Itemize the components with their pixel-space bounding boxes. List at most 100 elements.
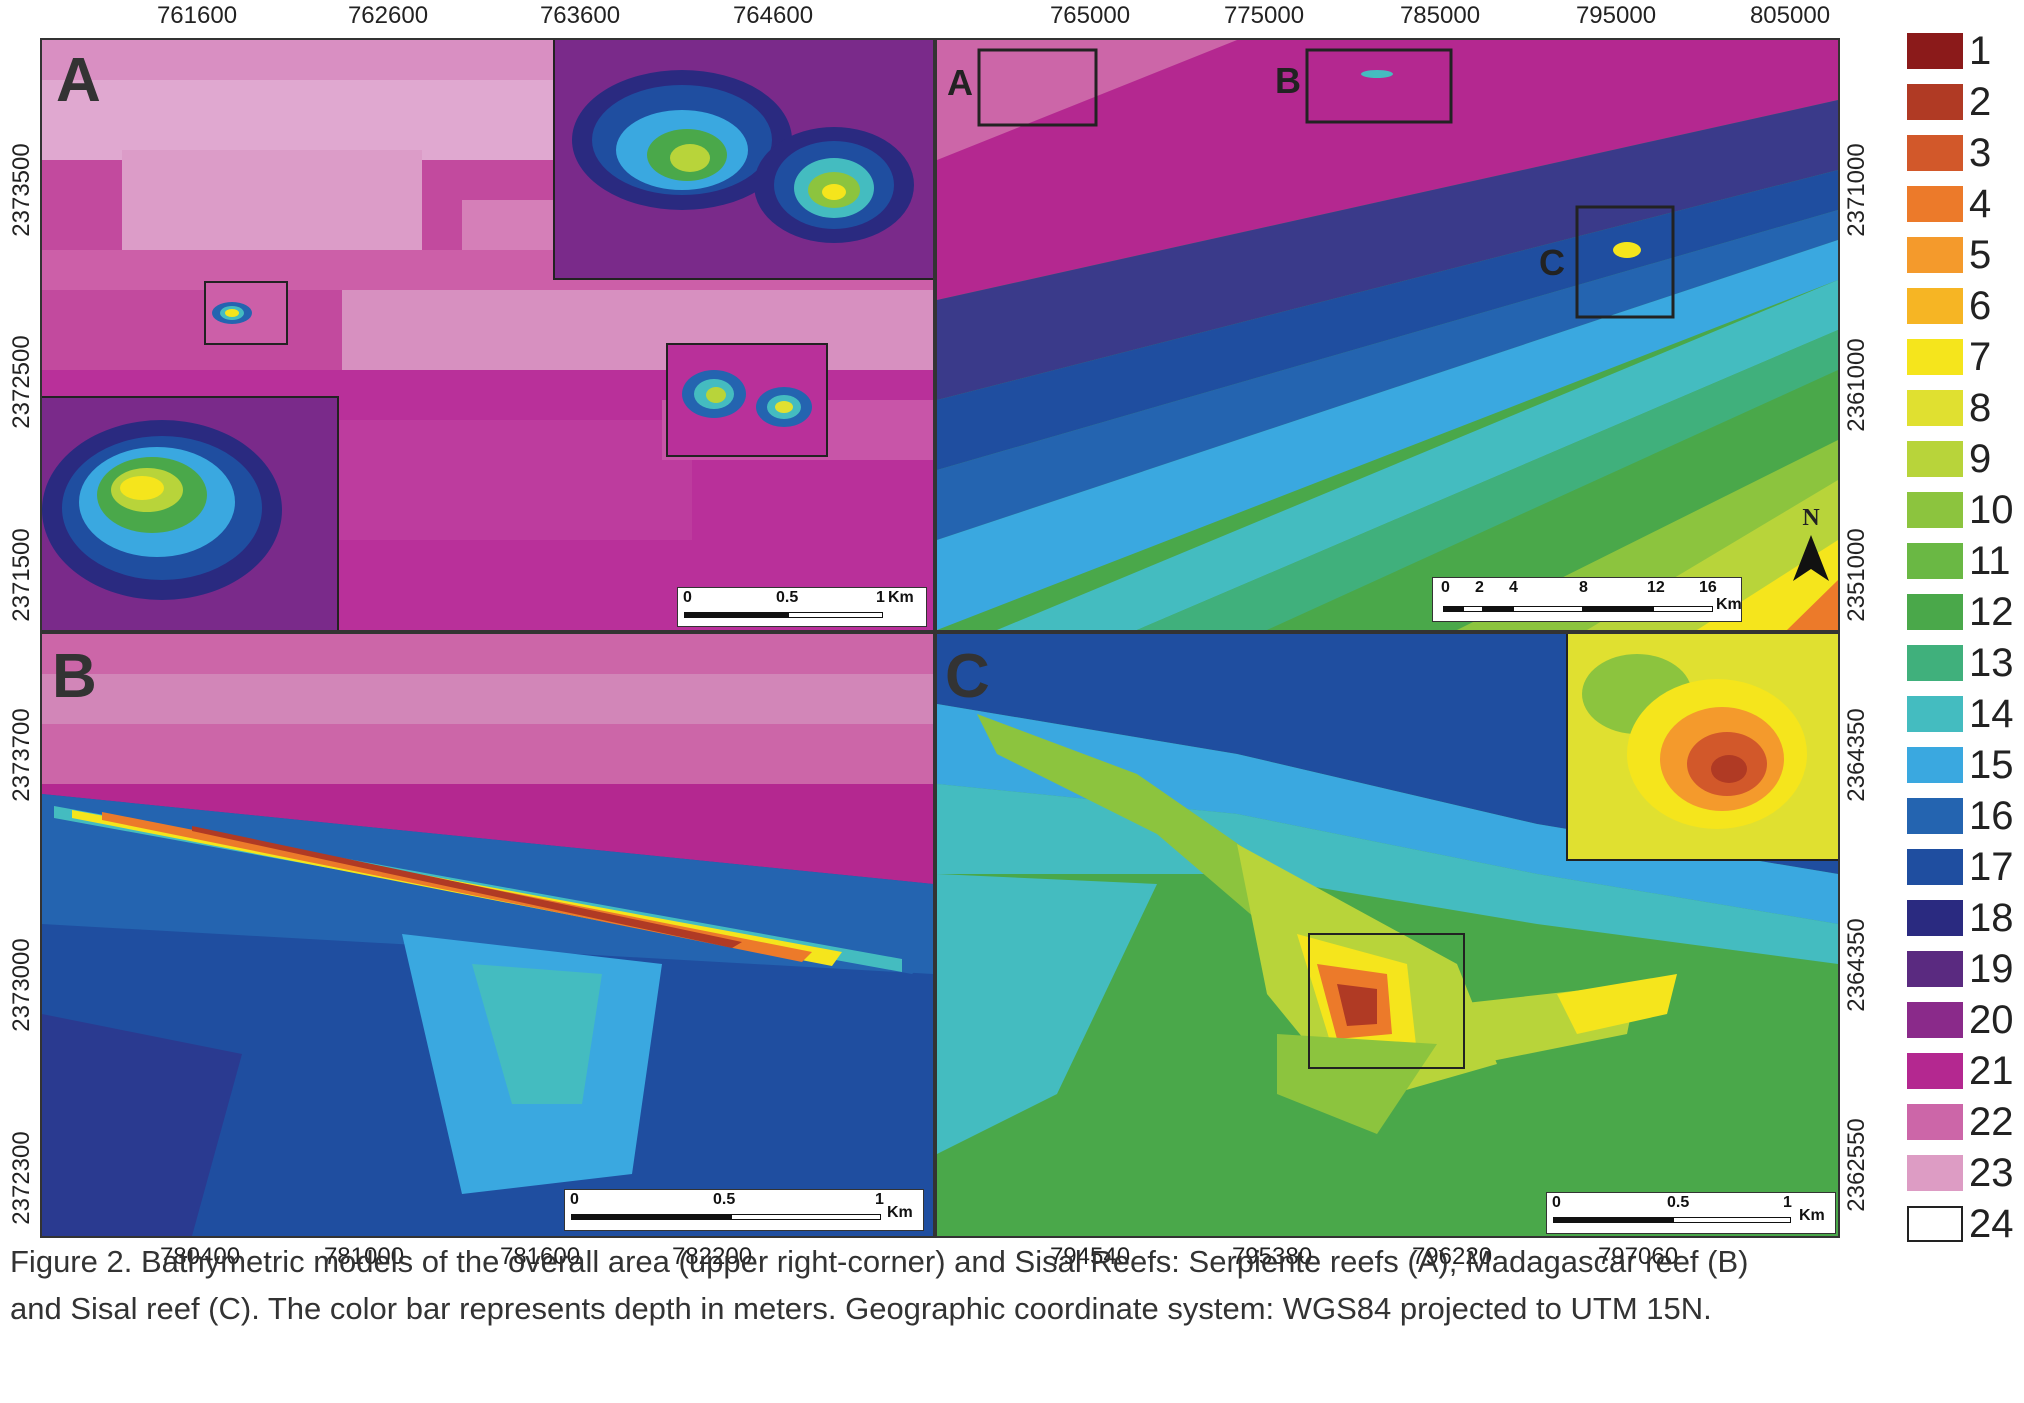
scalebar-label: 1	[875, 1191, 884, 1208]
box-label-b: B	[1275, 60, 1301, 101]
panel-a-bathymetry	[42, 40, 933, 630]
overview-y-tick: 2361000	[1843, 338, 1870, 432]
panel-b-y-tick: 2373000	[8, 938, 35, 1032]
panel-c-y-tick: 2364350	[1843, 708, 1870, 802]
legend-label: 1	[1969, 29, 1992, 73]
legend-swatch	[1907, 645, 1963, 681]
scalebar-segment-dark	[684, 612, 788, 618]
legend-label: 4	[1969, 182, 1992, 226]
legend-label: 16	[1969, 794, 2014, 838]
overview-bathymetry	[937, 40, 1838, 630]
legend-swatch	[1907, 747, 1963, 783]
scalebar-label: 0	[1441, 579, 1450, 596]
overview-map: A B C 0 2 4 8 12 16 Km N	[935, 38, 1840, 632]
panel-a-y-tick: 2373500	[8, 143, 35, 237]
panel-b-x-tick: 782200	[671, 1243, 753, 1270]
scalebar-segment-light	[1463, 606, 1483, 612]
north-label: N	[1802, 505, 1820, 531]
panel-c-map: C 0 0.5 1 Km	[935, 632, 1840, 1238]
overview-y-tick: 2351000	[1843, 528, 1870, 622]
scalebar-label: 0.5	[713, 1191, 736, 1208]
legend-swatch	[1907, 696, 1963, 732]
panel-a-map: A 0 0.5 1 Km	[40, 38, 935, 632]
panel-b-x-tick: 781000	[323, 1243, 405, 1270]
legend-swatch	[1907, 1104, 1963, 1140]
panel-a-y-tick: 2371500	[8, 528, 35, 622]
caption-line: and Sisal reef (C). The color bar repres…	[10, 1291, 1712, 1326]
legend-swatch	[1907, 492, 1963, 528]
north-arrow: N	[1789, 505, 1833, 615]
panel-c-y-tick: 2364350	[1843, 918, 1870, 1012]
legend-label: 20	[1969, 998, 2014, 1042]
legend-label: 6	[1969, 284, 1992, 328]
scalebar-label: 4	[1509, 579, 1518, 596]
overview-x-tick: 795000	[1575, 2, 1657, 29]
panel-c-x-tick: 795380	[1231, 1243, 1313, 1270]
legend-label: 14	[1969, 692, 2014, 736]
legend-label: 13	[1969, 641, 2014, 685]
scalebar-segment-dark	[1583, 606, 1653, 612]
scalebar-label: 12	[1647, 579, 1665, 596]
scalebar-label: 0	[1552, 1194, 1561, 1211]
legend-swatch	[1907, 594, 1963, 630]
legend-label: 2	[1969, 80, 1992, 124]
legend-swatch	[1907, 135, 1963, 171]
legend-label: 22	[1969, 1100, 2014, 1144]
panel-b-map: B 0 0.5 1 Km	[40, 632, 935, 1238]
scalebar-label: 16	[1699, 579, 1717, 596]
panel-a-scalebar: 0 0.5 1 Km	[677, 587, 927, 627]
legend-label: 19	[1969, 947, 2014, 991]
panel-c-x-tick: 797060	[1597, 1243, 1679, 1270]
legend-swatch	[1907, 339, 1963, 375]
scalebar-unit: Km	[888, 589, 914, 606]
legend-label: 10	[1969, 488, 2014, 532]
box-label-a: A	[947, 62, 973, 103]
panel-b-bathymetry	[42, 634, 933, 1236]
panel-a-x-tick: 762600	[347, 2, 429, 29]
scalebar-label: 8	[1579, 579, 1588, 596]
panel-a-x-tick: 763600	[539, 2, 621, 29]
legend-swatch	[1907, 1053, 1963, 1089]
scalebar-segment-light	[731, 1214, 881, 1220]
scalebar-label: 0.5	[776, 589, 799, 606]
legend-label: 12	[1969, 590, 2014, 634]
overview-scalebar: 0 2 4 8 12 16 Km	[1432, 577, 1742, 622]
legend-swatch	[1907, 543, 1963, 579]
legend-swatch	[1907, 798, 1963, 834]
legend-label: 3	[1969, 131, 1992, 175]
legend-label: 21	[1969, 1049, 2014, 1093]
legend-label: 5	[1969, 233, 1992, 277]
legend-swatch	[1907, 237, 1963, 273]
legend-label: 7	[1969, 335, 1992, 379]
panel-b-letter: B	[52, 642, 97, 711]
legend-swatch	[1907, 1206, 1963, 1242]
legend-label: 9	[1969, 437, 1992, 481]
north-arrow-icon	[1793, 535, 1829, 581]
panel-a-y-tick: 2372500	[8, 335, 35, 429]
panel-a-letter: A	[56, 46, 101, 115]
legend-swatch	[1907, 1002, 1963, 1038]
scalebar-segment-light	[1673, 1217, 1791, 1223]
panel-c-letter: C	[945, 642, 990, 711]
legend-label: 23	[1969, 1151, 2014, 1195]
legend-label: 18	[1969, 896, 2014, 940]
scalebar-unit: Km	[1799, 1207, 1825, 1224]
legend-swatch	[1907, 849, 1963, 885]
scalebar-label: 2	[1475, 579, 1484, 596]
legend-swatch	[1907, 390, 1963, 426]
legend-swatch	[1907, 441, 1963, 477]
figure-caption: Figure 2. Bathymetric models of the over…	[10, 1238, 2010, 1332]
scalebar-segment-dark	[1443, 606, 1463, 612]
scalebar-segment-dark	[1553, 1217, 1673, 1223]
legend-swatch	[1907, 33, 1963, 69]
overview-x-tick: 775000	[1223, 2, 1305, 29]
scalebar-unit: Km	[887, 1204, 913, 1221]
legend-label: 17	[1969, 845, 2014, 889]
legend-swatch	[1907, 288, 1963, 324]
legend-swatch	[1907, 1155, 1963, 1191]
box-label-c: C	[1539, 242, 1565, 283]
scalebar-segment-light	[1653, 606, 1713, 612]
scalebar-segment-light	[1513, 606, 1583, 612]
legend-swatch	[1907, 900, 1963, 936]
panel-b-y-tick: 2372300	[8, 1131, 35, 1225]
